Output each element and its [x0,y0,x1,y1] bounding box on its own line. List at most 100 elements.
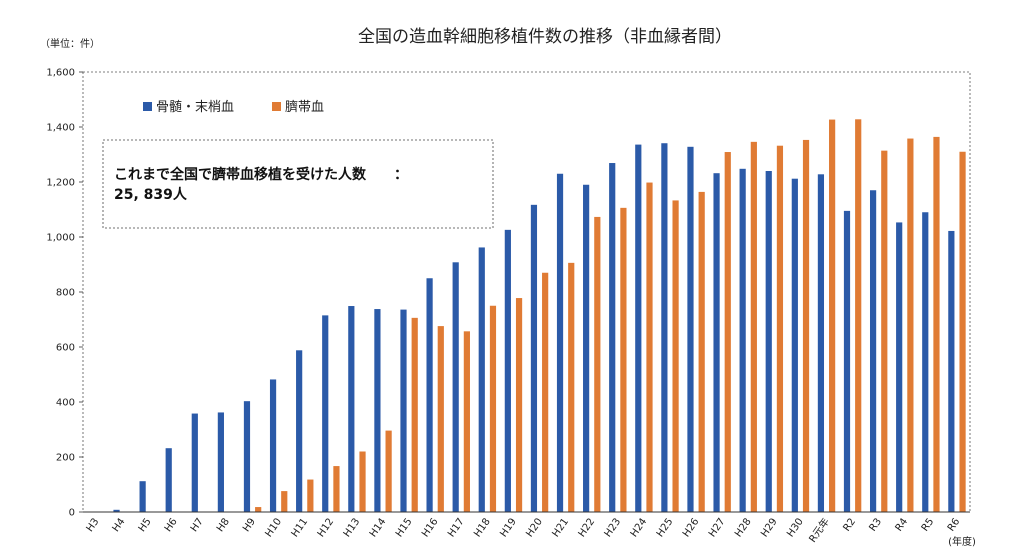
x-tick-label: H6 [163,516,180,534]
x-tick-label: R3 [868,516,885,533]
bar-cord-blood [907,138,914,513]
bar-bone-marrow [165,448,172,512]
y-tick-label: 1,400 [46,123,75,134]
x-tick-label: H21 [550,516,571,539]
bar-bone-marrow [530,204,538,512]
x-tick-label: H5 [137,516,154,534]
bar-bone-marrow [217,412,224,512]
bar-bone-marrow [113,509,120,512]
x-tick-label: H29 [759,516,780,539]
bar-bone-marrow [348,306,355,512]
bar-bone-marrow [139,481,146,512]
bar-cord-blood [933,136,940,512]
y-axis: 0 200 400 600 800 1,000 1,200 1,400 1,600 [46,68,83,519]
x-tick-label: H15 [394,516,415,539]
bar-bone-marrow [609,163,616,512]
bar-bone-marrow [869,190,877,512]
x-tick-label: R2 [841,516,858,533]
bar-cord-blood [594,216,601,513]
bar-cord-blood [307,479,314,512]
bar-cord-blood [255,507,262,512]
bar-bone-marrow [191,413,198,512]
bar-bone-marrow [583,184,590,512]
bar-cord-blood [385,430,392,512]
bar-cord-blood [411,317,418,512]
bar-bone-marrow [504,229,511,512]
legend-swatch-cord-blood [272,102,281,111]
bar-bone-marrow [713,173,720,512]
x-tick-label: H17 [446,516,467,539]
bar-bone-marrow [661,143,668,512]
x-tick-label: H24 [629,516,650,539]
bar-cord-blood [881,150,888,512]
x-tick-label: R4 [894,516,911,533]
chart-title: 全国の造血幹細胞移植件数の推移（非血縁者間） [358,26,732,47]
bars [113,119,966,513]
bar-bone-marrow [269,379,277,512]
x-tick-label: H14 [368,516,389,539]
bar-cord-blood [515,298,523,512]
bar-cord-blood [281,491,288,512]
x-tick-label: H16 [420,516,441,539]
annotation-line1: これまで全国で臍帯血移植を受けた人数 ： [114,166,408,183]
y-tick-label: 200 [56,453,75,464]
annotation-box: これまで全国で臍帯血移植を受けた人数 ： 25, 839人 [102,139,494,229]
y-tick-label: 1,000 [46,233,75,244]
x-tick-label: H22 [577,516,598,539]
bar-bone-marrow [739,168,746,513]
bar-cord-blood [646,182,653,513]
x-tick-label: H9 [241,516,258,534]
x-tick-label: H20 [524,516,545,539]
legend-label-cord-blood: 臍帯血 [285,99,324,115]
x-tick-label: H23 [603,516,624,539]
legend: 骨髄・末梢血 臍帯血 [143,99,324,115]
legend-swatch-bone-marrow [143,102,152,111]
bar-cord-blood [750,141,757,512]
bar-cord-blood [359,451,366,512]
x-tick-label: H3 [85,516,102,534]
x-tick-label: R元年 [806,515,832,545]
bar-bone-marrow [374,309,381,512]
bar-cord-blood [672,200,679,513]
bar-bone-marrow [556,173,564,512]
bar-cord-blood [724,152,731,512]
plot-area-frame [82,71,971,513]
x-tick-label: R6 [946,516,963,533]
bar-cord-blood [776,145,784,512]
y-tick-label: 400 [56,398,75,409]
y-tick-label: 1,200 [46,178,75,189]
bar-bone-marrow [791,178,798,512]
y-tick-label: 1,600 [46,68,75,79]
bar-cord-blood [855,119,862,513]
x-tick-label: H13 [342,516,363,539]
x-tick-label: H30 [785,516,806,539]
bar-bone-marrow [478,247,485,512]
x-tick-label: H27 [707,516,728,539]
x-tick-label: H25 [655,516,676,539]
bar-bone-marrow [426,278,433,512]
annotation-frame [102,139,494,229]
legend-label-bone-marrow: 骨髄・末梢血 [156,100,234,115]
bar-cord-blood [437,326,444,512]
bar-cord-blood [959,151,966,512]
bar-bone-marrow [296,350,303,512]
x-tick-label: H11 [290,516,311,539]
bar-bone-marrow [922,212,929,512]
bar-bone-marrow [635,144,642,512]
bar-cord-blood [542,272,549,512]
bar-bone-marrow [896,222,903,513]
x-tick-label: H8 [215,516,232,534]
bar-bone-marrow [322,315,329,512]
x-tick-label: H26 [681,516,702,539]
x-tick-label: H12 [316,516,337,539]
bar-cord-blood [802,139,810,513]
x-axis: H3 H4 H5 H6 H7 H8 H9 H10 H11 H12 H13 H14 H15 H16 H17 H1… [85,515,963,545]
x-tick-label: H28 [733,516,754,539]
y-tick-label: 800 [56,288,75,299]
bar-cord-blood [829,119,836,512]
y-tick-label: 600 [56,343,75,354]
x-tick-label: H19 [498,516,519,539]
bar-cord-blood [333,466,340,512]
annotation-line2: 25, 839人 [114,186,188,203]
